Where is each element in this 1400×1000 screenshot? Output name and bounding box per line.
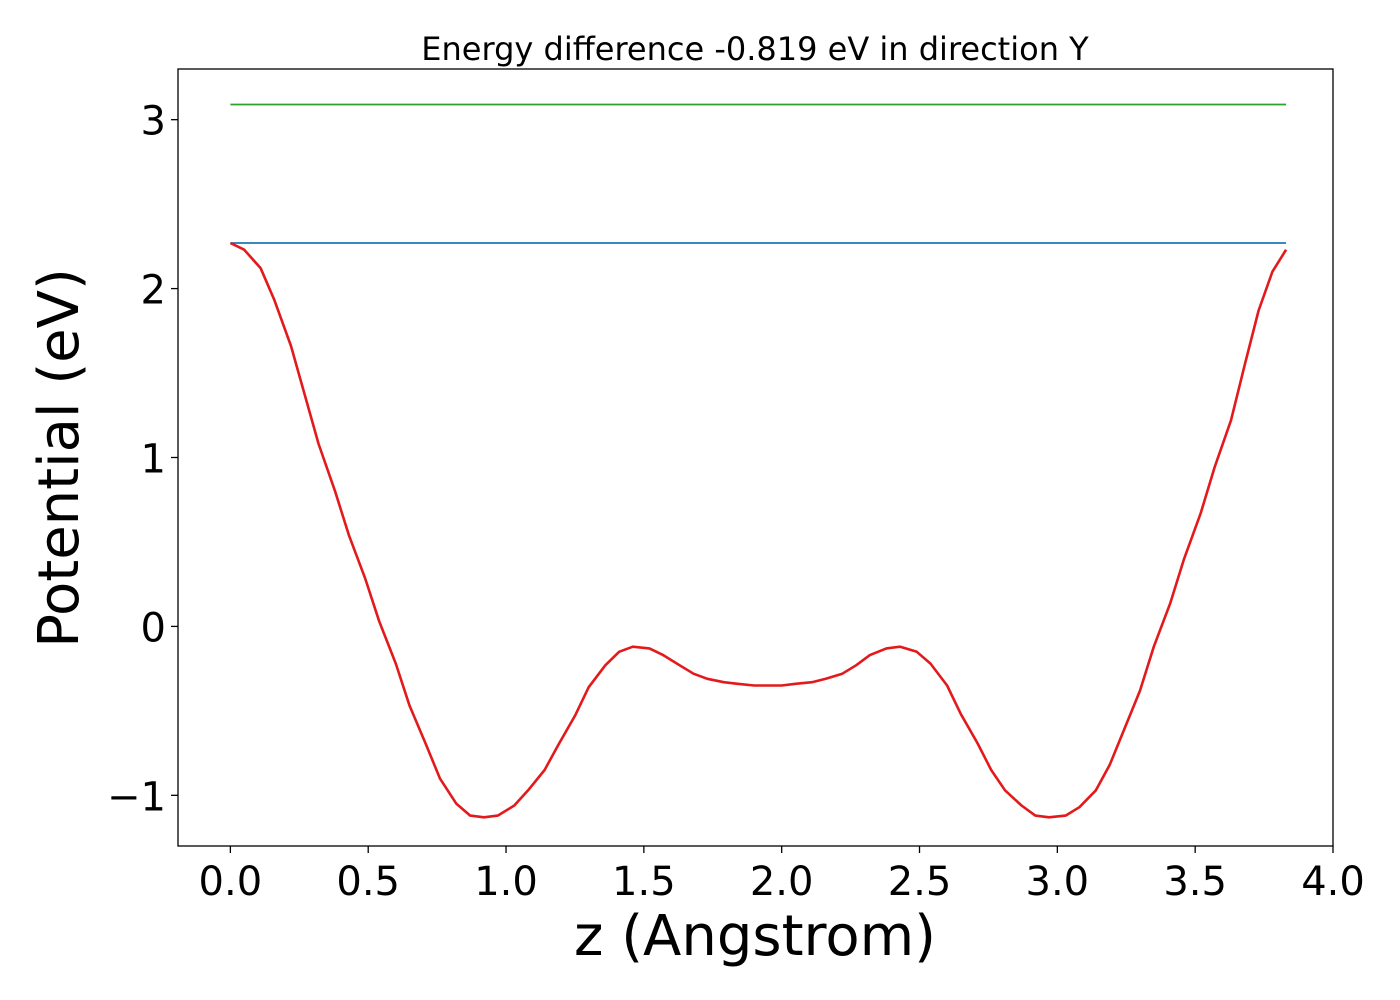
x-tick-label: 0.0 (199, 859, 263, 905)
x-tick-label: 1.5 (612, 859, 676, 905)
y-axis-ticks: −1 0 1 2 3 (107, 99, 178, 820)
y-tick-label: −1 (107, 774, 166, 820)
y-tick-label: 1 (141, 437, 166, 483)
x-axis-ticks: 0.0 0.5 1.0 1.5 2.0 2.5 3.0 3.5 4.0 (199, 846, 1365, 905)
chart-title: Energy difference -0.819 eV in direction… (421, 30, 1089, 68)
y-tick-label: 2 (141, 268, 166, 314)
x-tick-label: 4.0 (1301, 859, 1365, 905)
x-tick-label: 3.0 (1026, 859, 1090, 905)
y-tick-label: 3 (141, 99, 166, 145)
x-tick-label: 2.0 (750, 859, 814, 905)
y-tick-label: 0 (141, 605, 166, 651)
x-axis-label: z (Angstrom) (574, 904, 936, 969)
x-tick-label: 0.5 (336, 859, 400, 905)
plot-frame (177, 68, 1334, 847)
plot-area (177, 68, 1334, 847)
x-tick-label: 2.5 (888, 859, 952, 905)
x-tick-label: 1.0 (474, 859, 538, 905)
series-line-2 (229, 241, 1288, 819)
x-tick-label: 3.5 (1163, 859, 1227, 905)
series-layer (229, 103, 1288, 819)
y-axis-label: Potential (eV) (27, 268, 92, 648)
